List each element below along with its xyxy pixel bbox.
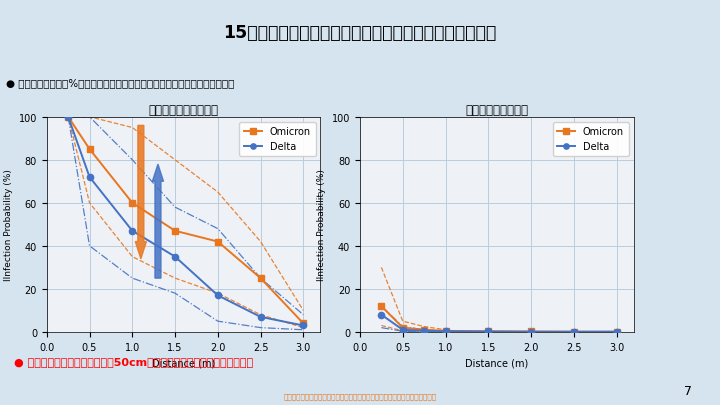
Text: ● 距離と感染確率（%）の関係と、感染者がマスク（不織布）をした時の効果: ● 距離と感染確率（%）の関係と、感染者がマスク（不織布）をした時の効果: [6, 79, 235, 88]
Delta: [420, 328, 428, 333]
Delta: [377, 313, 386, 318]
Line: Omicron: Omicron: [378, 303, 620, 335]
Omicron: [570, 329, 578, 334]
Omicron: [441, 328, 450, 333]
Delta: [299, 323, 307, 328]
Text: 15分間しゃべっている感染者と対面した時の感染リスク: 15分間しゃべっている感染者と対面した時の感染リスク: [223, 24, 497, 42]
Y-axis label: IInfection Probability (%): IInfection Probability (%): [318, 169, 326, 281]
Delta: [484, 329, 492, 334]
Delta: [527, 329, 536, 334]
Delta: [612, 329, 621, 334]
Omicron: [377, 304, 386, 309]
Delta: [441, 329, 450, 334]
Text: 提供：理研・神戸大，協力：豊橋技科大・大王製紙・京工織大・東工大・九大: 提供：理研・神戸大，協力：豊橋技科大・大王製紙・京工織大・東工大・九大: [284, 392, 436, 399]
Omicron: [484, 329, 492, 334]
Text: 7: 7: [683, 384, 692, 397]
Delta: [398, 328, 407, 333]
Omicron: [612, 329, 621, 334]
Omicron: [85, 147, 94, 152]
Delta: [85, 175, 94, 180]
X-axis label: Distance (m): Distance (m): [152, 357, 215, 367]
Delta: [256, 315, 265, 320]
X-axis label: Distance (m): Distance (m): [465, 357, 528, 367]
Legend: Omicron, Delta: Omicron, Delta: [553, 122, 629, 157]
Omicron: [256, 276, 265, 281]
Text: ● 感染者がマスクをしていても50cm以内に近づくと感染リスクは高まる: ● 感染者がマスクをしていても50cm以内に近づくと感染リスクは高まる: [14, 356, 253, 367]
Delta: [128, 229, 137, 234]
Legend: Omicron, Delta: Omicron, Delta: [240, 122, 315, 157]
Omicron: [128, 201, 137, 206]
Delta: [171, 255, 179, 260]
Y-axis label: IInfection Probability (%): IInfection Probability (%): [4, 169, 13, 281]
Line: Delta: Delta: [65, 114, 307, 329]
Omicron: [527, 329, 536, 334]
Delta: [213, 293, 222, 298]
Omicron: [420, 328, 428, 333]
Omicron: [299, 321, 307, 326]
FancyArrow shape: [135, 126, 146, 259]
Omicron: [213, 239, 222, 244]
Delta: [570, 329, 578, 334]
Omicron: [171, 229, 179, 234]
Title: 感染者マスク装着時: 感染者マスク装着時: [465, 103, 528, 116]
Title: 感染者マスク非装着時: 感染者マスク非装着時: [148, 103, 219, 116]
Omicron: [64, 115, 73, 120]
FancyArrow shape: [153, 165, 163, 279]
Line: Delta: Delta: [378, 312, 620, 335]
Line: Omicron: Omicron: [65, 114, 307, 326]
Delta: [64, 115, 73, 120]
Omicron: [398, 325, 407, 330]
